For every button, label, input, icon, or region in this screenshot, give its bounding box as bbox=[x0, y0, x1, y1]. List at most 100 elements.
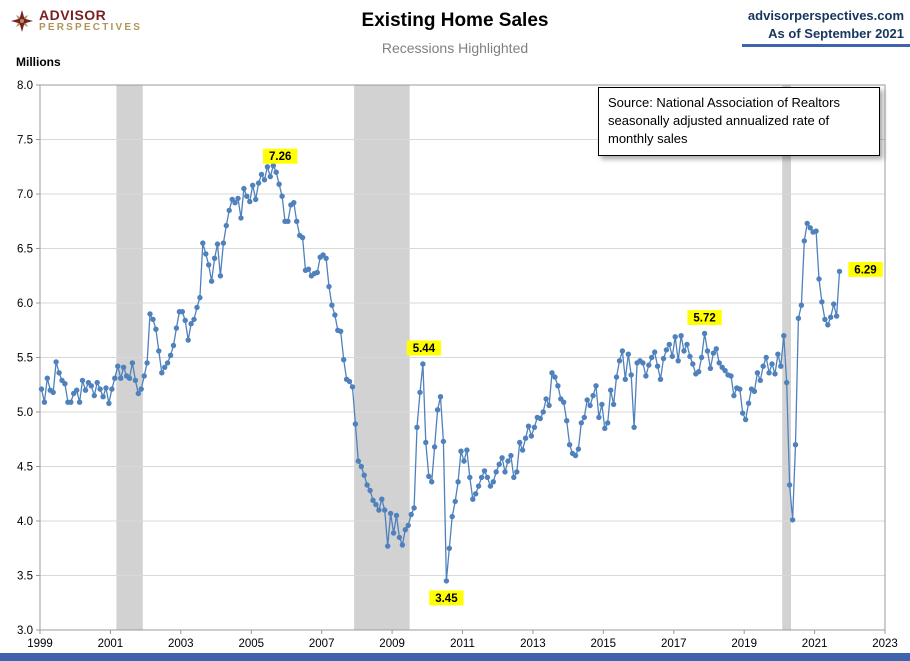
y-tick-label: 4.0 bbox=[17, 516, 33, 528]
data-point bbox=[434, 407, 441, 413]
data-point bbox=[552, 374, 558, 380]
data-point bbox=[97, 386, 103, 392]
data-point bbox=[751, 388, 758, 394]
data-point bbox=[546, 402, 552, 409]
data-point bbox=[106, 400, 112, 406]
data-point bbox=[525, 423, 532, 429]
data-point bbox=[200, 240, 206, 246]
data-point bbox=[508, 452, 514, 459]
data-point bbox=[53, 359, 59, 365]
data-point bbox=[361, 472, 367, 478]
data-point bbox=[833, 313, 840, 319]
data-point bbox=[608, 387, 614, 393]
site-link[interactable]: advisorperspectives.com bbox=[747, 8, 904, 23]
data-point bbox=[566, 442, 573, 448]
x-axis: 1999 2001 2003 2005 2007 2009 2011 2013 2015 2017… bbox=[27, 630, 898, 650]
data-point bbox=[264, 164, 271, 170]
data-point bbox=[819, 299, 825, 305]
data-point bbox=[652, 349, 658, 355]
data-point bbox=[338, 328, 344, 334]
annotation-box bbox=[848, 261, 883, 277]
data-point bbox=[605, 420, 611, 426]
data-point bbox=[370, 497, 376, 503]
logo-advisor: ADVISOR bbox=[39, 7, 107, 23]
x-tick-label: 2023 bbox=[872, 638, 898, 650]
data-point bbox=[781, 333, 787, 339]
data-point bbox=[478, 474, 485, 481]
data-point bbox=[352, 421, 359, 427]
data-point bbox=[50, 389, 56, 396]
annotation-label: 3.45 bbox=[435, 593, 458, 605]
data-point bbox=[775, 351, 781, 357]
y-tick-label: 5.0 bbox=[17, 407, 33, 419]
data-point bbox=[206, 262, 212, 268]
data-point bbox=[514, 469, 520, 475]
data-point bbox=[828, 314, 834, 320]
data-point bbox=[578, 420, 584, 426]
data-point bbox=[619, 348, 626, 354]
data-point bbox=[801, 238, 807, 244]
data-point bbox=[575, 446, 582, 452]
data-point bbox=[414, 424, 420, 430]
data-point bbox=[258, 171, 265, 178]
chart-subtitle: Recessions Highlighted bbox=[381, 40, 529, 56]
logo: ADVISOR PERSPECTIVES bbox=[10, 8, 142, 33]
data-point bbox=[795, 315, 802, 321]
data-point bbox=[537, 415, 543, 422]
data-point bbox=[587, 402, 593, 409]
data-point bbox=[470, 496, 476, 502]
data-point bbox=[41, 399, 48, 405]
data-point bbox=[631, 424, 637, 430]
annotation-box bbox=[406, 340, 442, 356]
data-point bbox=[590, 392, 596, 399]
data-point bbox=[188, 321, 194, 327]
data-point bbox=[707, 365, 714, 372]
data-point bbox=[763, 354, 769, 361]
data-point bbox=[778, 363, 784, 369]
data-point bbox=[299, 234, 306, 241]
y-tick-label: 4.5 bbox=[17, 462, 33, 474]
data-point bbox=[742, 416, 749, 423]
data-point bbox=[76, 399, 83, 405]
as-of-date: As of September 2021 bbox=[768, 26, 904, 41]
data-point bbox=[358, 463, 364, 470]
data-point bbox=[660, 355, 667, 362]
data-point bbox=[373, 501, 379, 508]
data-point bbox=[126, 375, 133, 381]
data-point bbox=[813, 228, 819, 234]
data-point bbox=[44, 375, 50, 381]
data-point bbox=[426, 473, 432, 479]
y-tick-label: 6.5 bbox=[17, 244, 33, 256]
data-point bbox=[390, 530, 397, 536]
data-point bbox=[522, 435, 529, 441]
data-point bbox=[349, 384, 356, 390]
data-point bbox=[276, 181, 282, 187]
data-point bbox=[431, 444, 438, 450]
gridlines bbox=[40, 84, 885, 631]
x-tick-label: 2015 bbox=[591, 638, 617, 650]
x-tick-label: 2021 bbox=[802, 638, 828, 650]
data-point bbox=[261, 177, 268, 183]
data-point bbox=[103, 385, 109, 391]
x-tick-label: 2009 bbox=[379, 638, 405, 650]
data-point bbox=[91, 392, 98, 399]
annotations: 7.26 5.44 3.45 5.72 6.29 bbox=[263, 148, 883, 606]
data-point bbox=[115, 363, 121, 369]
data-point bbox=[769, 361, 775, 367]
data-point bbox=[713, 346, 719, 352]
as-of-underline bbox=[742, 44, 910, 47]
data-point bbox=[382, 507, 388, 513]
data-point bbox=[646, 362, 652, 368]
data-point bbox=[593, 383, 599, 389]
data-point bbox=[467, 474, 473, 481]
data-point bbox=[255, 180, 262, 186]
data-point bbox=[822, 316, 828, 323]
data-point bbox=[273, 169, 279, 175]
data-point bbox=[690, 361, 696, 367]
data-point bbox=[640, 360, 646, 366]
logo-text: ADVISOR PERSPECTIVES bbox=[39, 8, 142, 33]
data-point bbox=[602, 425, 608, 432]
data-point bbox=[461, 458, 467, 464]
data-point bbox=[241, 185, 247, 192]
